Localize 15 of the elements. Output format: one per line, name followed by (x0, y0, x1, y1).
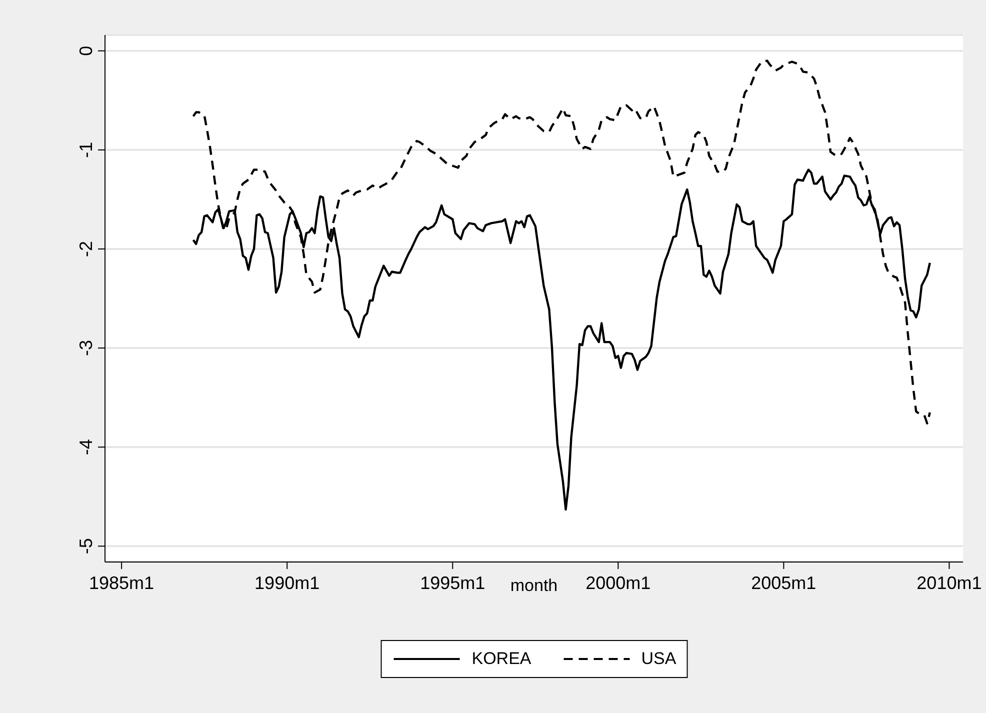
y-tick-label: -5 (76, 538, 96, 554)
y-tick-label: -2 (76, 240, 96, 257)
x-tick-label: 1990m1 (254, 573, 320, 593)
x-tick-label: 2000m1 (586, 573, 651, 593)
x-tick-label: 1995m1 (420, 573, 486, 593)
y-tick-label: -3 (76, 340, 96, 356)
x-tick-label: 1985m1 (89, 573, 154, 593)
y-tick-label: 0 (76, 46, 96, 56)
x-tick-label: 2010m1 (916, 573, 982, 593)
legend-label: KOREA (472, 649, 532, 669)
legend-label: USA (641, 649, 676, 669)
y-tick-label: -4 (76, 439, 96, 456)
y-tick-label: -1 (76, 142, 96, 158)
x-tick-label: 2005m1 (751, 573, 816, 593)
x-axis-title: month (510, 576, 558, 595)
